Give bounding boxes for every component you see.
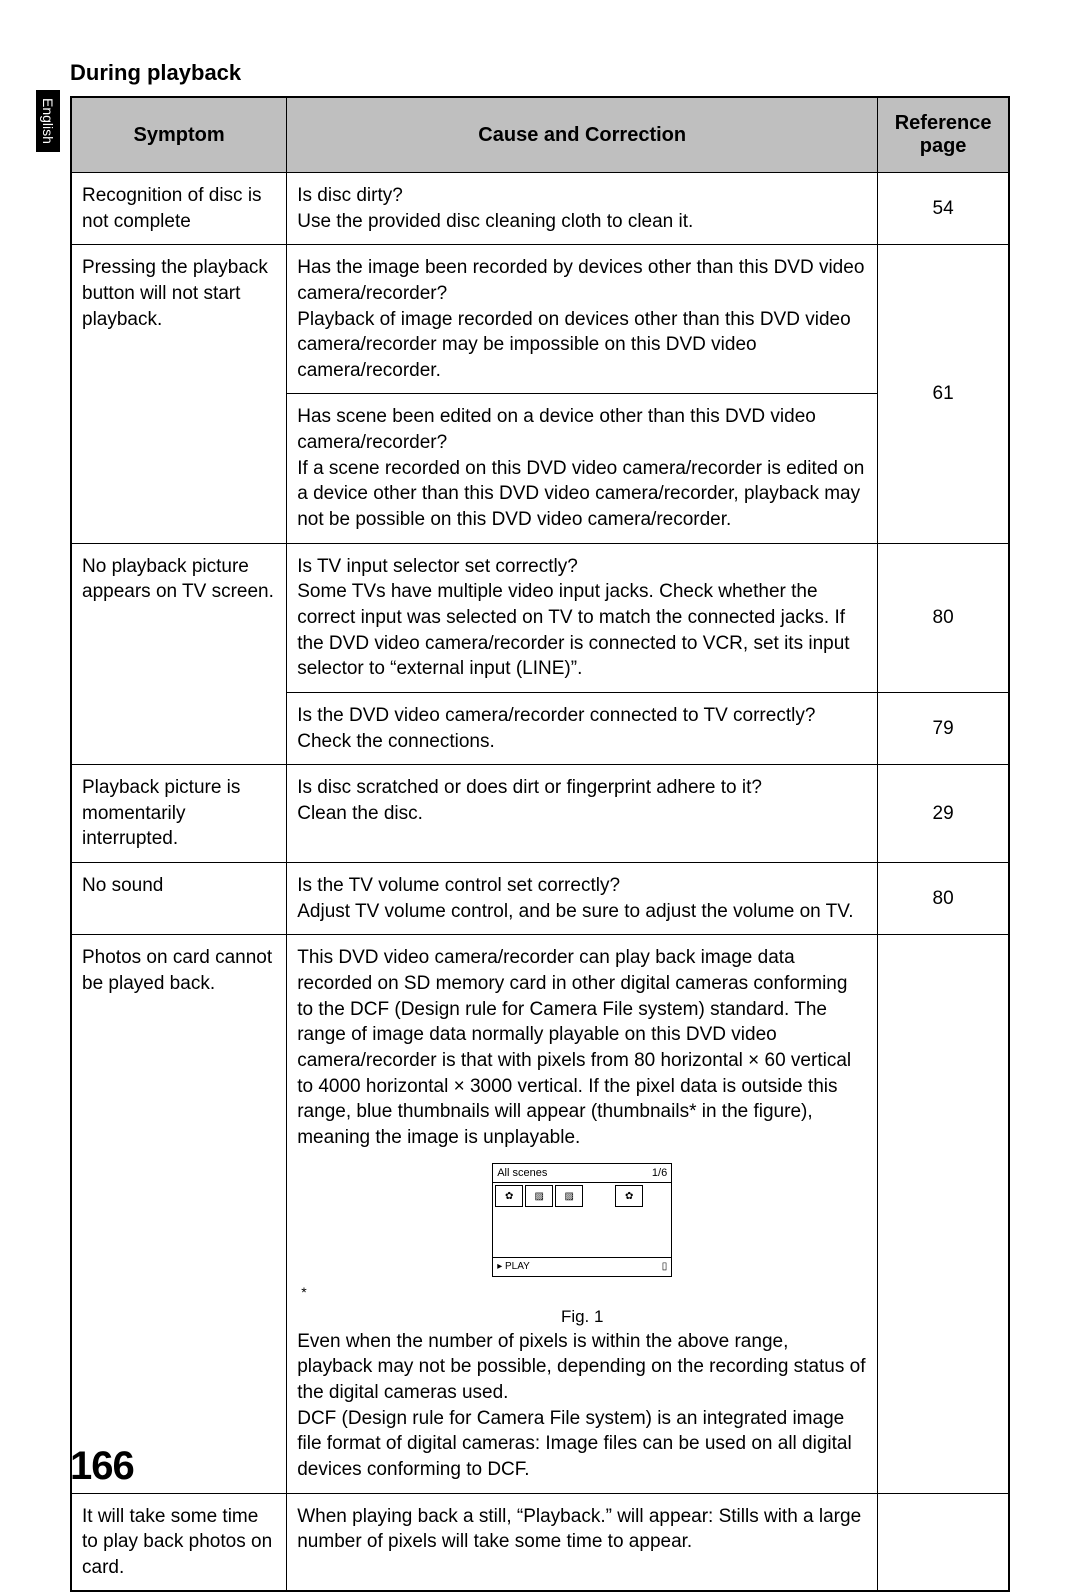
header-reference: Reference page [878,97,1009,173]
figure-caption: Fig. 1 [297,1306,867,1329]
symptom-cell: It will take some time to play back phot… [71,1493,287,1591]
reference-cell: 29 [878,765,1009,863]
symptom-cell: Playback picture is momentarily interrup… [71,765,287,863]
cause-cell: This DVD video camera/recorder can play … [287,935,878,1493]
symptom-cell: No sound [71,863,287,935]
cause-cell: Is disc scratched or does dirt or finger… [287,765,878,863]
section-title: During playback [70,60,1010,86]
cause-cell: Has the image been recorded by devices o… [287,245,878,394]
cause-cell: Is the DVD video camera/recorder connect… [287,692,878,764]
figure-1: All scenes 1/6 ✿ ▨ ▨ ✿ ▸ PLAY ▯ [492,1163,672,1277]
cause-cell: Is TV input selector set correctly? Some… [287,543,878,692]
thumbnail-icon: ✿ [495,1185,523,1207]
reference-cell: 80 [878,863,1009,935]
cause-cell: When playing back a still, “Playback.” w… [287,1493,878,1591]
thumbnail-icon: ▨ [555,1185,583,1207]
header-symptom: Symptom [71,97,287,173]
reference-cell [878,935,1009,1493]
thumbnail-spacer [585,1185,613,1207]
figure-asterisk: * [301,1283,867,1302]
header-cause: Cause and Correction [287,97,878,173]
figure-label-count: 1/6 [652,1166,667,1181]
cause-text: Even when the number of pixels is within… [297,1329,867,1483]
reference-cell: 79 [878,692,1009,764]
symptom-cell: Photos on card cannot be played back. [71,935,287,1493]
troubleshooting-table: Symptom Cause and Correction Reference p… [70,96,1010,1592]
symptom-cell: Pressing the playback button will not st… [71,245,287,543]
cause-text: This DVD video camera/recorder can play … [297,945,867,1150]
symptom-cell: No playback picture appears on TV screen… [71,543,287,764]
language-tab: English [36,90,60,152]
cause-cell: Is disc dirty? Use the provided disc cle… [287,173,878,245]
cause-cell: Is the TV volume control set correctly? … [287,863,878,935]
thumbnail-icon: ✿ [615,1185,643,1207]
card-icon: ▯ [662,1260,668,1274]
figure-play-label: ▸ PLAY [497,1260,530,1274]
cause-cell: Has scene been edited on a device other … [287,394,878,543]
reference-cell: 61 [878,245,1009,543]
reference-cell: 54 [878,173,1009,245]
page-number: 166 [70,1444,134,1489]
reference-cell: 80 [878,543,1009,692]
thumbnail-icon: ▨ [525,1185,553,1207]
reference-cell [878,1493,1009,1591]
symptom-cell: Recognition of disc is not complete [71,173,287,245]
figure-label-scenes: All scenes [497,1166,547,1181]
